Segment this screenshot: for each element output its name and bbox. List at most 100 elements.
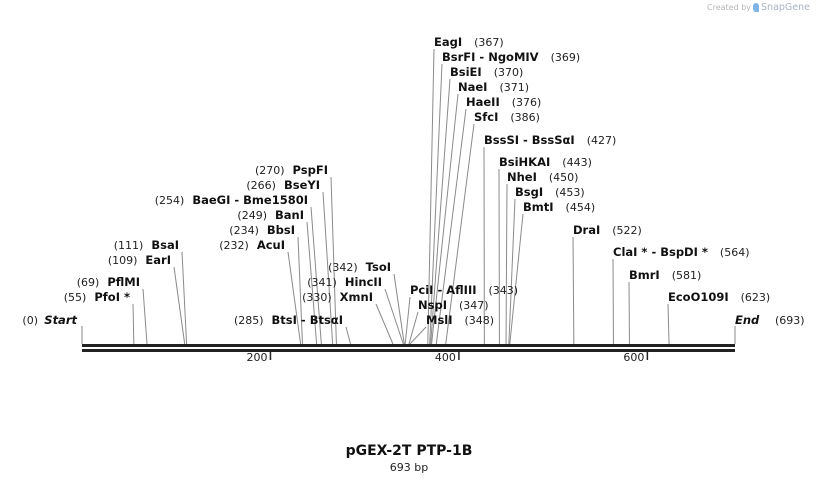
site-bsai[interactable]: BsaI (111) xyxy=(114,238,179,252)
snapgene-product-label: SnapGene xyxy=(761,2,810,13)
end-label-end: End (693) xyxy=(735,313,805,327)
site-eagi[interactable]: EagI (367) xyxy=(434,35,504,49)
site-nspi[interactable]: NspI (347) xyxy=(418,298,489,312)
enzyme-name: BssSI - BssSαI xyxy=(484,133,575,147)
cut-position: (111) xyxy=(114,239,144,252)
tick-label: 200 xyxy=(246,351,267,364)
cut-position: (69) xyxy=(77,276,100,289)
enzyme-name: PciI - AflIII xyxy=(410,283,477,297)
site-labels: Start(0) End (693)PfoI *(55)PflMI(69)EarI(… xyxy=(22,35,804,327)
enzyme-name: BmrI xyxy=(629,268,660,282)
leader-line-sfci xyxy=(445,123,475,345)
cut-position: (348) xyxy=(465,314,495,327)
site-eari[interactable]: EarI (109) xyxy=(108,253,171,267)
leader-line-pcii-afliii xyxy=(404,296,411,345)
enzyme-name: SfcI xyxy=(474,110,498,124)
leader-line-xmni xyxy=(375,303,394,345)
site-bsihkai[interactable]: BsiHKAI (443) xyxy=(499,155,592,169)
site-bmri[interactable]: BmrI (581) xyxy=(629,268,701,282)
leader-line-bbsi xyxy=(297,236,303,345)
enzyme-name: EarI xyxy=(145,253,171,267)
enzyme-name: NaeI xyxy=(458,80,487,94)
leader-line-ecoo109i xyxy=(667,303,670,345)
enzyme-name: BtsI - BtsαI xyxy=(272,313,343,327)
end-name: End xyxy=(735,313,760,327)
cut-position: (254) xyxy=(155,194,185,207)
site-bseyi[interactable]: BseYI (266) xyxy=(246,178,320,192)
snapgene-branding: Created by SnapGene xyxy=(707,2,810,13)
site-sfci[interactable]: SfcI (386) xyxy=(474,110,540,124)
site-clai-bspdi[interactable]: ClaI * - BspDI * (564) xyxy=(613,245,750,259)
enzyme-name: BseYI xyxy=(284,178,320,192)
cut-position: (249) xyxy=(237,209,267,222)
leader-line-eagi xyxy=(427,48,435,345)
site-baegi-bme1580i[interactable]: BaeGI - Bme1580I (254) xyxy=(155,193,308,207)
site-pcii-afliii[interactable]: PciI - AflIII (343) xyxy=(410,283,518,297)
end-name: Start xyxy=(44,313,77,327)
site-ecoo109i[interactable]: EcoO109I (623) xyxy=(668,290,770,304)
leader-line-bsrfi-ngomiv xyxy=(429,63,443,345)
cut-position: (581) xyxy=(672,269,702,282)
site-bani[interactable]: BanI (249) xyxy=(237,208,304,222)
cut-position: (330) xyxy=(302,291,332,304)
site-btsi-bts-i[interactable]: BtsI - BtsαI (285) xyxy=(234,313,343,327)
site-pflmi[interactable]: PflMI (69) xyxy=(77,275,140,289)
site-xmni[interactable]: XmnI (330) xyxy=(302,290,373,304)
enzyme-name: ClaI * - BspDI * xyxy=(613,245,708,259)
enzyme-name: BsrFI - NgoMIV xyxy=(442,50,539,64)
map-title: pGEX-2T PTP-1B xyxy=(345,443,473,459)
cut-position: (109) xyxy=(108,254,138,267)
site-msli[interactable]: MslI (348) xyxy=(426,313,494,327)
site-bsrfi-ngomiv[interactable]: BsrFI - NgoMIV (369) xyxy=(442,50,580,64)
backbone-bottom-strand xyxy=(82,349,735,352)
leader-line-hincii xyxy=(384,288,404,345)
end-position: (0) xyxy=(22,314,38,327)
cut-position: (371) xyxy=(499,81,529,94)
leader-line-msli xyxy=(409,326,427,345)
cut-position: (564) xyxy=(720,246,750,259)
cut-position: (232) xyxy=(219,239,249,252)
site-naei[interactable]: NaeI (371) xyxy=(458,80,529,94)
site-bsssi-bsss-i[interactable]: BssSI - BssSαI (427) xyxy=(484,133,616,147)
site-haeii[interactable]: HaeII (376) xyxy=(466,95,541,109)
enzyme-name: PflMI xyxy=(107,275,140,289)
leader-line-baegi-bme1580i xyxy=(310,206,322,345)
leader-line-pspfi xyxy=(330,176,337,345)
site-bbsi[interactable]: BbsI (234) xyxy=(229,223,295,237)
tick-label: 400 xyxy=(435,351,456,364)
enzyme-name: PfoI * xyxy=(94,290,130,304)
leader-line-nspi xyxy=(408,311,419,345)
site-bmti[interactable]: BmtI (454) xyxy=(523,200,595,214)
site-hincii[interactable]: HincII (341) xyxy=(307,275,382,289)
backbone-top-strand xyxy=(82,344,735,347)
enzyme-name: NheI xyxy=(507,170,537,184)
site-drai[interactable]: DraI (522) xyxy=(573,223,642,237)
cut-position: (341) xyxy=(307,276,337,289)
enzyme-name: NspI xyxy=(418,298,447,312)
site-nhei[interactable]: NheI (450) xyxy=(507,170,578,184)
leader-line-haeii xyxy=(435,108,467,345)
cut-position: (386) xyxy=(510,111,540,124)
leader-line-bsiei xyxy=(430,78,451,345)
site-bsiei[interactable]: BsiEI (370) xyxy=(450,65,523,79)
leader-line-pfoi xyxy=(132,303,135,345)
snapgene-logo-icon xyxy=(753,3,760,12)
site-pspfi[interactable]: PspFI (270) xyxy=(255,163,328,177)
enzyme-name: BsaI xyxy=(151,238,179,252)
cut-position: (376) xyxy=(512,96,542,109)
leader-line-eari xyxy=(173,266,186,345)
site-pfoi[interactable]: PfoI * (55) xyxy=(64,290,130,304)
leader-line-nhei xyxy=(505,183,508,345)
site-acui[interactable]: AcuI (232) xyxy=(219,238,285,252)
leader-line-acui xyxy=(287,251,302,345)
site-bsgi[interactable]: BsgI (453) xyxy=(515,185,585,199)
leader-line-bani xyxy=(306,221,318,345)
cut-position: (450) xyxy=(549,171,579,184)
leader-line-pflmi xyxy=(142,288,148,345)
leader-line-naei xyxy=(431,93,459,345)
enzyme-name: HaeII xyxy=(466,95,500,109)
cut-position: (370) xyxy=(494,66,524,79)
enzyme-name: BsgI xyxy=(515,185,543,199)
enzyme-name: MslI xyxy=(426,313,453,327)
site-tsoi[interactable]: TsoI (342) xyxy=(328,260,391,274)
